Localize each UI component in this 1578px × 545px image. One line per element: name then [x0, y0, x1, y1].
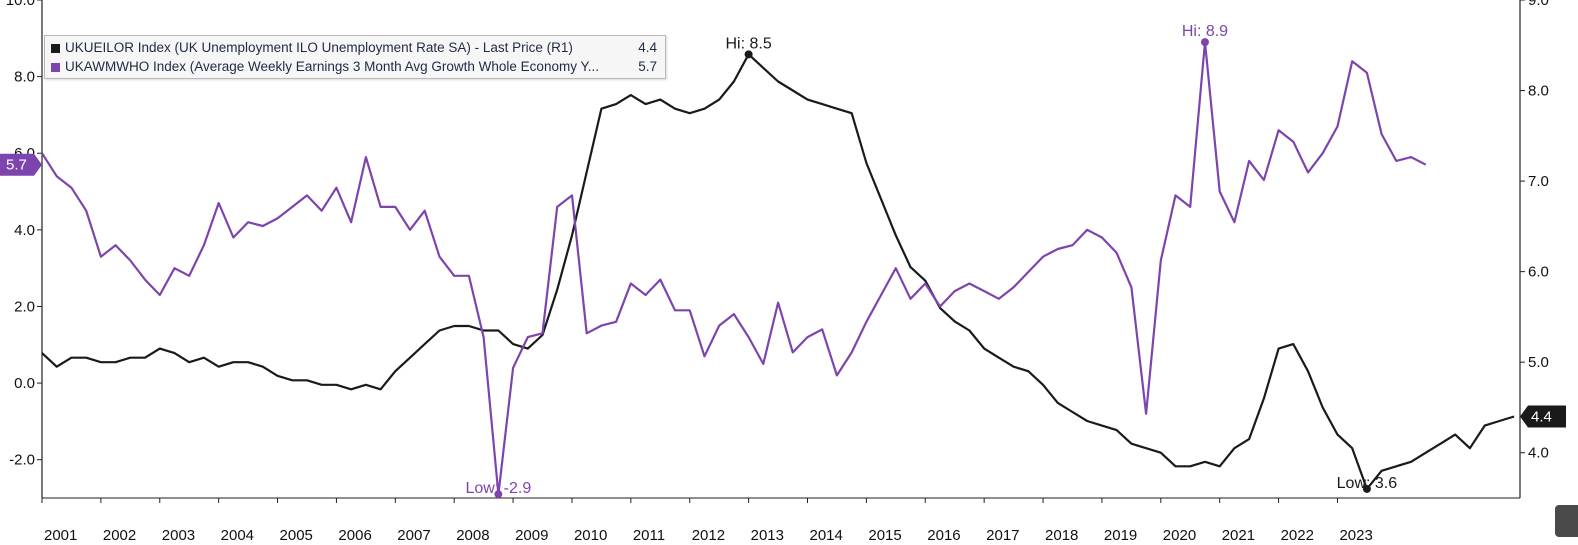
x-axis: 2001 2002 2003 2004 2005 2006 2007 2008 2009 2010… [41, 497, 1520, 544]
x-tick-label: 2002 [103, 527, 136, 544]
left-tick-label: 8.0 [14, 69, 35, 86]
x-tick-label: 2017 [986, 527, 1019, 544]
x-tick-label: 2015 [868, 527, 901, 544]
left-tick-label: 0.0 [14, 375, 35, 392]
x-tick-label: 2022 [1281, 527, 1314, 544]
x-tick-label: 2016 [927, 527, 960, 544]
x-tick-label: 2019 [1104, 527, 1137, 544]
last-value-tag-earnings [0, 153, 42, 176]
annotation-marker [1200, 38, 1209, 47]
legend-label: UKAWMWHO Index (Average Weekly Earnings … [65, 59, 599, 74]
legend-item-unemployment: UKUEILOR Index (UK Unemployment ILO Unem… [51, 38, 659, 58]
left-tick-label: -2.0 [9, 452, 35, 469]
series-line-unemployment [41, 53, 1515, 490]
x-tick-label: 2014 [809, 527, 842, 544]
right-axis: 4.0 5.0 6.0 7.0 8.0 9.0 [1519, 0, 1549, 498]
x-tick-label: 2010 [574, 527, 607, 544]
legend-item-earnings: UKAWMWHO Index (Average Weekly Earnings … [51, 57, 659, 77]
series-layer [41, 41, 1515, 496]
x-tick-label: 2009 [515, 527, 548, 544]
annotation-label: Low: -2.9 [465, 480, 531, 497]
x-tick-label: 2020 [1163, 527, 1196, 544]
right-tick-label: 6.0 [1528, 264, 1549, 281]
left-axis: -2.00.02.04.06.08.010.0 [6, 0, 43, 498]
legend-value: 5.7 [638, 59, 657, 74]
panel-corner-tab[interactable] [1555, 505, 1578, 537]
annotation-label: Low: 3.6 [1337, 475, 1398, 492]
x-tick-label: 2008 [456, 527, 489, 544]
x-tick-label: 2018 [1045, 527, 1078, 544]
x-tick-label: 2005 [280, 527, 313, 544]
right-tick-label: 8.0 [1528, 83, 1549, 100]
x-tick-label: 2003 [162, 527, 195, 544]
annotation-marker [494, 490, 503, 499]
legend-swatch-earnings [51, 63, 60, 72]
right-tick-label: 4.0 [1528, 445, 1549, 462]
x-tick-label: 2011 [633, 527, 665, 544]
x-tick-label: 2004 [221, 527, 254, 544]
left-tick-label: 10.0 [6, 0, 35, 9]
last-value-tag-unemployment [1520, 405, 1566, 428]
last-value-tags: 5.7 4.4 [0, 153, 1566, 428]
legend: UKUEILOR Index (UK Unemployment ILO Unem… [44, 35, 666, 79]
left-tick-label: 2.0 [14, 298, 35, 315]
series-line-earnings [41, 41, 1427, 496]
x-tick-label: 2006 [338, 527, 371, 544]
annotation-marker [1362, 484, 1371, 493]
legend-value: 4.4 [638, 40, 657, 55]
x-tick-label: 2013 [751, 527, 784, 544]
annotation-label: Hi: 8.9 [1182, 23, 1228, 40]
legend-label: UKUEILOR Index (UK Unemployment ILO Unem… [65, 40, 573, 55]
right-tick-label: 7.0 [1528, 173, 1549, 190]
right-tick-label: 9.0 [1528, 0, 1549, 9]
right-tick-label: 5.0 [1528, 354, 1549, 371]
annotation-layer: Hi: 8.5 Low: 3.6 Hi: 8.9 Low: -2.9 [465, 23, 1398, 499]
x-tick-label: 2007 [397, 527, 430, 544]
last-value-tag-text: 4.4 [1531, 409, 1552, 426]
x-tick-label: 2001 [44, 527, 77, 544]
last-value-tag-text: 5.7 [6, 157, 27, 174]
annotation-marker [744, 50, 753, 59]
legend-swatch-unemployment [51, 44, 60, 53]
x-tick-label: 2021 [1222, 527, 1255, 544]
left-tick-label: 4.0 [14, 222, 35, 239]
x-tick-label: 2012 [692, 527, 725, 544]
annotation-label: Hi: 8.5 [725, 35, 771, 52]
x-tick-label: 2023 [1339, 527, 1372, 544]
